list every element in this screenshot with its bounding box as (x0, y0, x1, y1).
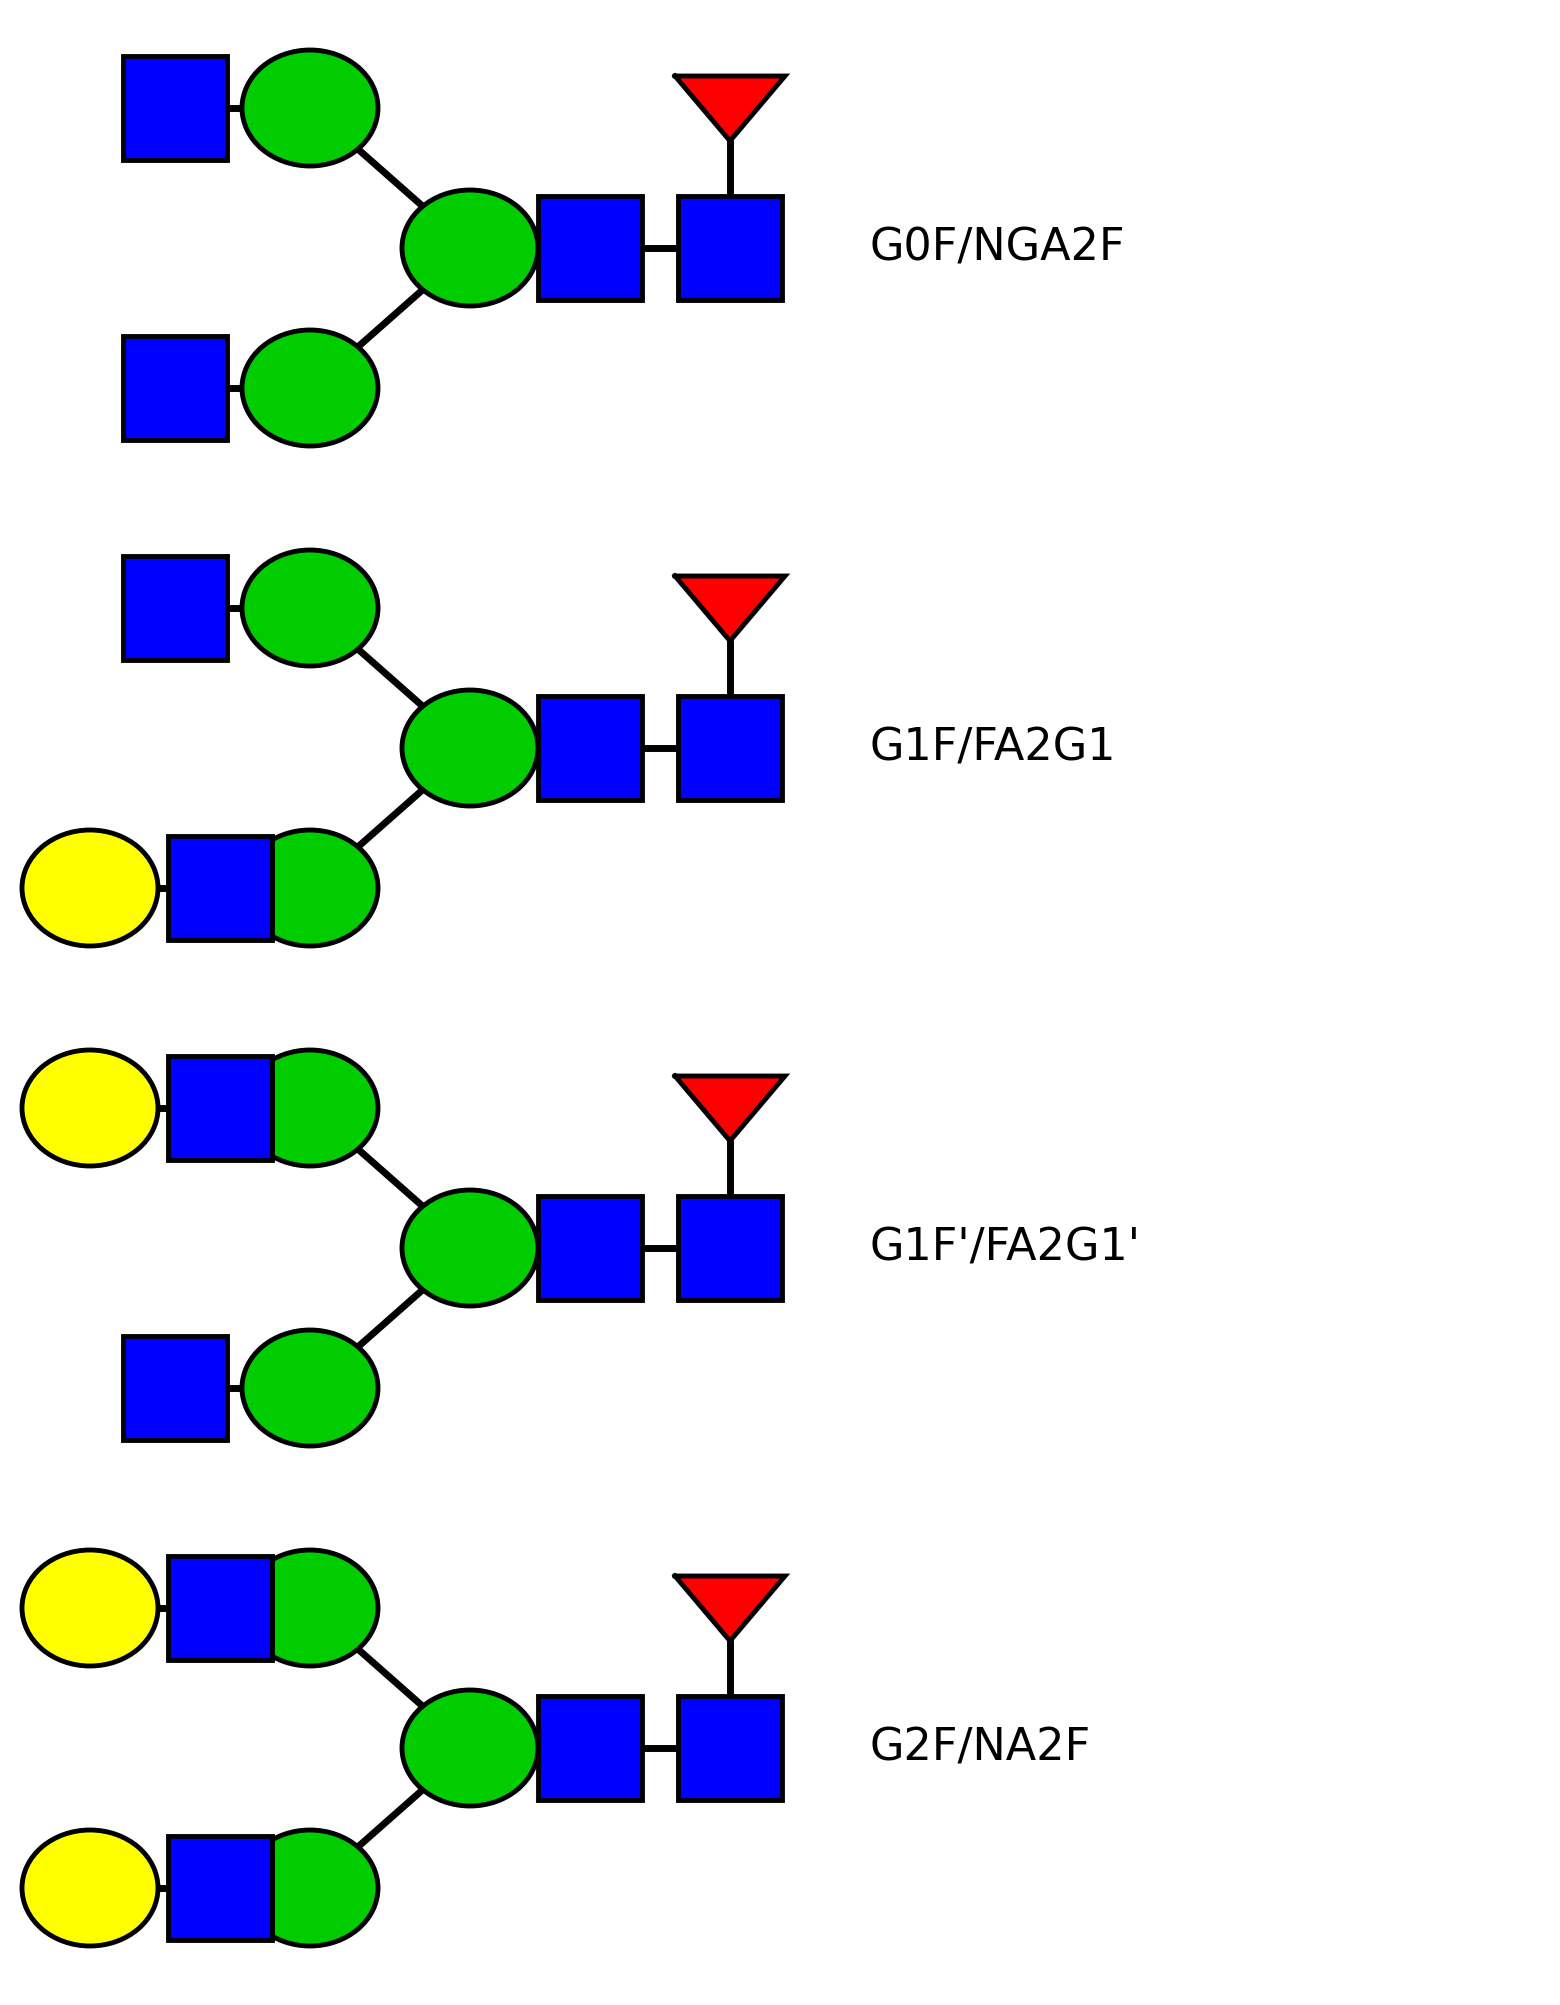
Ellipse shape (402, 1191, 538, 1305)
Text: G0F/NGA2F: G0F/NGA2F (870, 227, 1126, 269)
Bar (538, 696, 643, 800)
Bar (168, 1556, 271, 1660)
Ellipse shape (242, 549, 378, 666)
Bar (538, 196, 643, 301)
Ellipse shape (242, 1831, 378, 1947)
Ellipse shape (242, 331, 378, 445)
Bar (538, 1197, 643, 1299)
Ellipse shape (242, 1550, 378, 1666)
Bar (123, 56, 228, 160)
Ellipse shape (242, 50, 378, 166)
Polygon shape (675, 575, 785, 642)
Bar (123, 1335, 228, 1440)
Ellipse shape (402, 690, 538, 806)
Bar (538, 1696, 643, 1800)
Polygon shape (675, 76, 785, 140)
Ellipse shape (402, 1690, 538, 1807)
Ellipse shape (242, 1051, 378, 1167)
Bar (679, 1197, 782, 1299)
Ellipse shape (22, 1831, 158, 1947)
Ellipse shape (242, 1329, 378, 1446)
Text: G2F/NA2F: G2F/NA2F (870, 1726, 1092, 1770)
Polygon shape (675, 1576, 785, 1640)
Bar (679, 1696, 782, 1800)
Bar (123, 555, 228, 660)
Ellipse shape (242, 830, 378, 946)
Bar (679, 196, 782, 301)
Ellipse shape (22, 830, 158, 946)
Bar (123, 337, 228, 439)
Ellipse shape (402, 190, 538, 307)
Text: G1F'/FA2G1': G1F'/FA2G1' (870, 1227, 1140, 1269)
Text: G1F/FA2G1: G1F/FA2G1 (870, 726, 1117, 770)
Bar (168, 1057, 271, 1161)
Bar (168, 836, 271, 940)
Ellipse shape (22, 1051, 158, 1167)
Ellipse shape (22, 1550, 158, 1666)
Bar (168, 1837, 271, 1941)
Bar (679, 696, 782, 800)
Polygon shape (675, 1077, 785, 1141)
